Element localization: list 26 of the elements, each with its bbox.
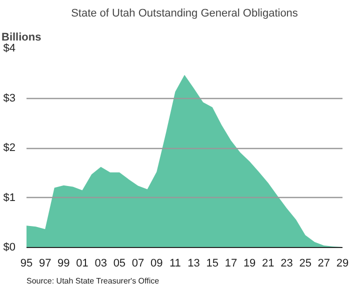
x-tick-label: 17 (224, 258, 238, 270)
x-tick-label: 13 (188, 258, 200, 270)
x-tick-label: 27 (318, 258, 330, 270)
y-tick-label: $0 (3, 242, 16, 254)
y-axis-title: Billions (2, 32, 42, 44)
x-tick-label: 29 (336, 258, 349, 270)
x-tick-label: 07 (132, 258, 144, 270)
x-tick-label: 19 (243, 258, 256, 270)
x-tick-label: 25 (299, 258, 312, 270)
x-tick-label: 21 (262, 258, 274, 270)
source-note: Source: Utah State Treasurer's Office (26, 276, 160, 286)
y-tick-label: $1 (3, 192, 16, 204)
x-tick-label: 09 (150, 258, 163, 270)
y-tick-label: $4 (3, 42, 16, 54)
x-tick-label: 01 (76, 258, 88, 270)
x-tick-label: 97 (38, 258, 52, 270)
y-tick-label: $3 (3, 92, 16, 104)
x-tick-label: 03 (94, 258, 107, 270)
x-tick-label: 15 (206, 258, 219, 270)
x-tick-label: 23 (280, 258, 293, 270)
x-tick-label: 11 (169, 258, 181, 270)
x-tick-label: 05 (113, 258, 126, 270)
chart-title: State of Utah Outstanding General Obligations (71, 8, 298, 20)
x-tick-label: 95 (20, 258, 33, 270)
x-tick-label: 99 (58, 258, 70, 270)
y-tick-label: $2 (3, 142, 16, 154)
